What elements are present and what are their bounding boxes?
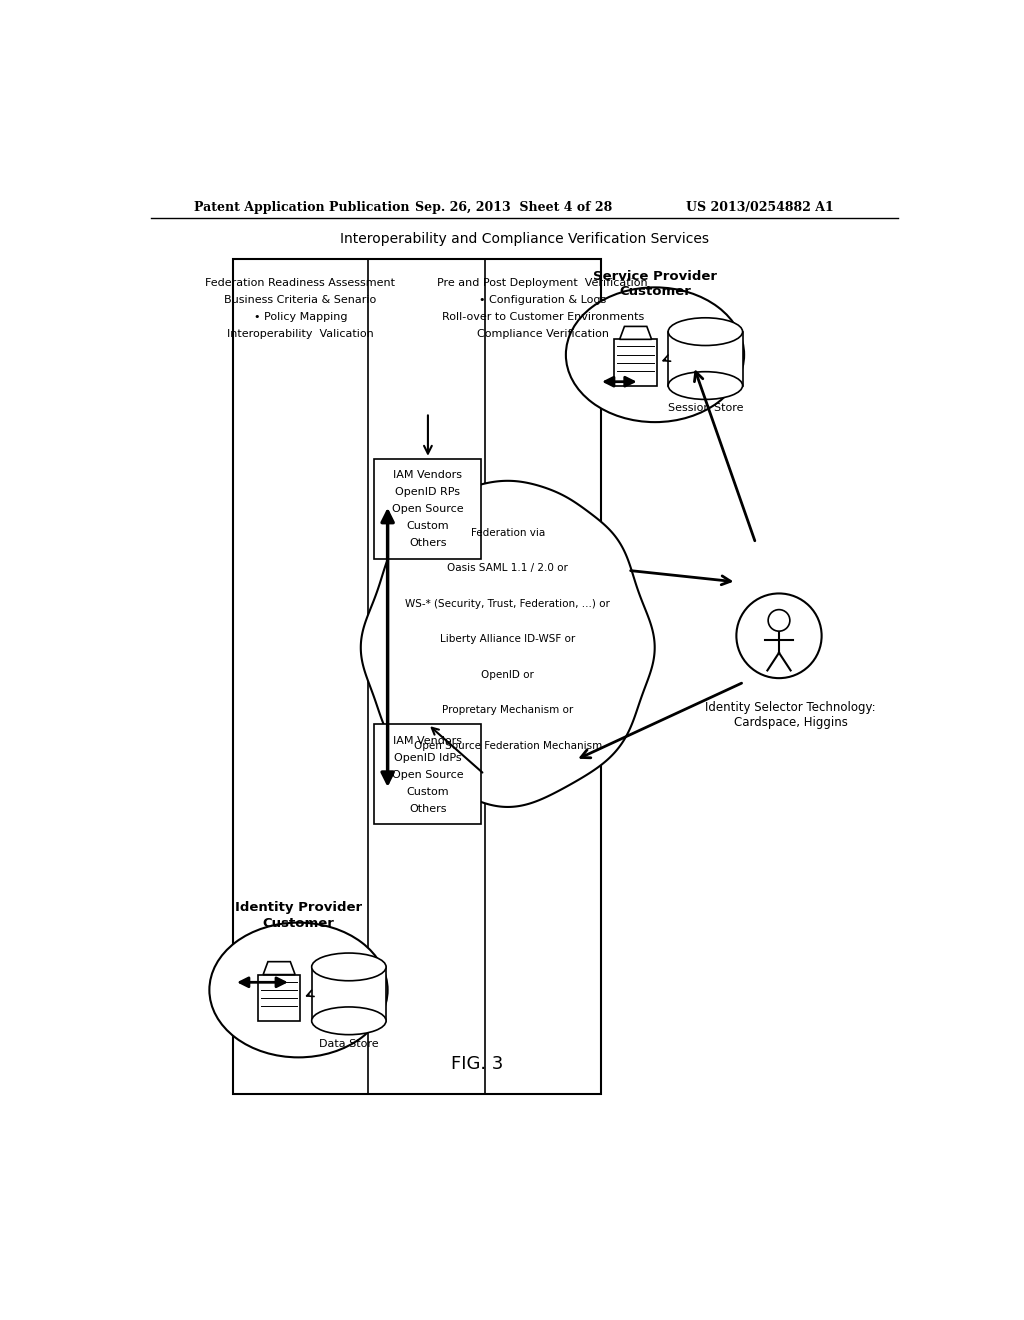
Text: Propretary Mechanism or: Propretary Mechanism or bbox=[442, 705, 573, 715]
Text: Data Store: Data Store bbox=[319, 1039, 379, 1048]
Bar bbox=[258, 974, 300, 1020]
Ellipse shape bbox=[209, 923, 388, 1057]
Text: Custom: Custom bbox=[407, 521, 450, 531]
Text: Others: Others bbox=[410, 804, 446, 813]
Text: Session Store: Session Store bbox=[668, 404, 743, 413]
Text: Oasis SAML 1.1 / 2.0 or: Oasis SAML 1.1 / 2.0 or bbox=[447, 564, 568, 573]
Text: Interoperability  Valication: Interoperability Valication bbox=[227, 329, 374, 338]
Text: IAM Vendors: IAM Vendors bbox=[393, 737, 463, 746]
Text: Federation Readiness Assessment: Federation Readiness Assessment bbox=[206, 277, 395, 288]
Text: FIG. 3: FIG. 3 bbox=[451, 1056, 503, 1073]
Polygon shape bbox=[263, 962, 295, 974]
Text: Custom: Custom bbox=[407, 787, 450, 797]
Text: OpenID or: OpenID or bbox=[481, 669, 535, 680]
Bar bbox=[232, 259, 601, 1094]
Text: OpenID RPs: OpenID RPs bbox=[395, 487, 461, 498]
Text: Service Provider: Service Provider bbox=[593, 271, 717, 282]
Text: • Policy Mapping: • Policy Mapping bbox=[254, 312, 347, 322]
Text: Pre and Post Deployment  Verification: Pre and Post Deployment Verification bbox=[437, 277, 648, 288]
Bar bbox=[375, 725, 481, 825]
Ellipse shape bbox=[311, 953, 386, 981]
Polygon shape bbox=[360, 480, 654, 807]
Circle shape bbox=[736, 594, 821, 678]
Text: Compliance Verification: Compliance Verification bbox=[476, 329, 608, 338]
Text: WS-* (Security, Trust, Federation, ...) or: WS-* (Security, Trust, Federation, ...) … bbox=[406, 599, 610, 609]
Text: Sep. 26, 2013  Sheet 4 of 28: Sep. 26, 2013 Sheet 4 of 28 bbox=[415, 201, 612, 214]
Text: Liberty Alliance ID-WSF or: Liberty Alliance ID-WSF or bbox=[440, 635, 575, 644]
Bar bbox=[375, 459, 481, 558]
Ellipse shape bbox=[311, 1007, 386, 1035]
Bar bbox=[614, 339, 657, 385]
Ellipse shape bbox=[566, 288, 744, 422]
Text: Roll-over to Customer Environments: Roll-over to Customer Environments bbox=[441, 312, 644, 322]
Text: Identity Provider: Identity Provider bbox=[234, 902, 362, 915]
Bar bbox=[669, 331, 742, 385]
Text: Customer: Customer bbox=[620, 285, 691, 298]
Text: Interoperability and Compliance Verification Services: Interoperability and Compliance Verifica… bbox=[340, 231, 710, 246]
Text: Open Source: Open Source bbox=[392, 504, 464, 513]
Text: Federation via: Federation via bbox=[471, 528, 545, 539]
Text: Identity Selector Technology:
Cardspace, Higgins: Identity Selector Technology: Cardspace,… bbox=[706, 701, 876, 729]
Text: Open Source Federation Mechanism: Open Source Federation Mechanism bbox=[414, 741, 602, 751]
Ellipse shape bbox=[669, 318, 742, 346]
Bar bbox=[311, 966, 386, 1020]
Circle shape bbox=[768, 610, 790, 631]
Text: Others: Others bbox=[410, 539, 446, 548]
Text: • Configuration & Logs: • Configuration & Logs bbox=[479, 294, 606, 305]
Text: US 2013/0254882 A1: US 2013/0254882 A1 bbox=[686, 201, 834, 214]
Text: IAM Vendors: IAM Vendors bbox=[393, 470, 463, 480]
Text: Open Source: Open Source bbox=[392, 770, 464, 780]
Ellipse shape bbox=[669, 372, 742, 400]
Polygon shape bbox=[620, 326, 651, 339]
Text: Business Criteria & Senario: Business Criteria & Senario bbox=[224, 294, 377, 305]
Text: Customer: Customer bbox=[262, 917, 335, 929]
Text: OpenID IdPs: OpenID IdPs bbox=[394, 752, 462, 763]
Text: Patent Application Publication: Patent Application Publication bbox=[194, 201, 410, 214]
